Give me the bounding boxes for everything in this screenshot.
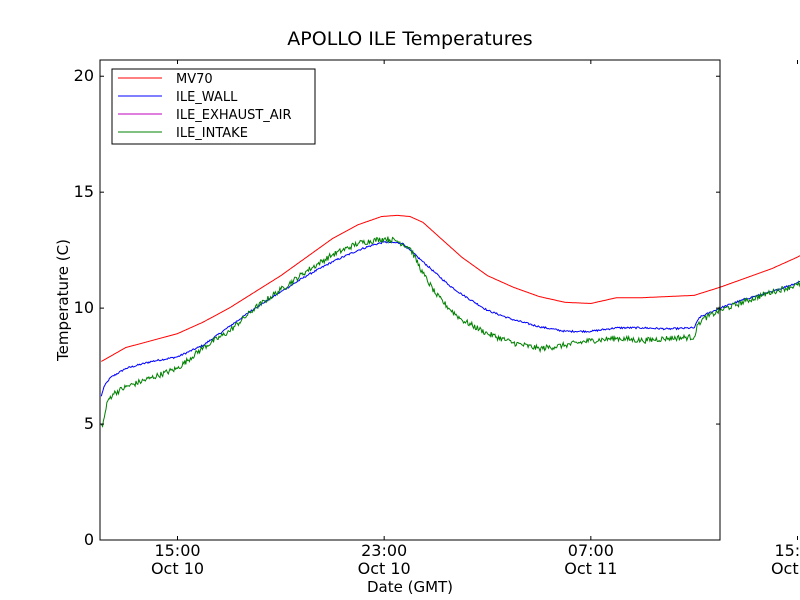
y-tick-label: 5 xyxy=(84,414,94,433)
legend-frame xyxy=(111,68,316,145)
y-axis: 0 5 10 15 20 xyxy=(74,66,720,549)
x-axis-label: Date (GMT) xyxy=(367,578,453,596)
x-tick-date-label: Oct 10 xyxy=(358,559,411,578)
y-tick-label: 10 xyxy=(74,298,94,317)
y-tick-label: 0 xyxy=(84,530,94,549)
series-line-ile-intake xyxy=(100,236,800,428)
series-line-ile-wall xyxy=(100,240,800,397)
legend-label: ILE_INTAKE xyxy=(176,126,248,141)
axes-frame xyxy=(99,59,721,541)
x-tick-date-label: Oct 11 xyxy=(771,559,800,578)
x-tick-time-label: 07:00 xyxy=(568,541,614,560)
legend: MV70 ILE_WALL ILE_EXHAUST_AIR ILE_INTAKE xyxy=(111,68,316,145)
y-tick-label: 15 xyxy=(74,182,94,201)
legend-label: ILE_EXHAUST_AIR xyxy=(176,108,292,123)
series-line-mv70 xyxy=(101,214,800,362)
x-tick-time-label: 15:00 xyxy=(774,541,800,560)
plot-area xyxy=(100,214,800,428)
chart-title: APOLLO ILE Temperatures xyxy=(287,28,532,50)
legend-label: MV70 xyxy=(176,72,213,87)
x-tick-time-label: 15:00 xyxy=(154,541,200,560)
y-axis-label: Temperature (C) xyxy=(54,239,72,362)
x-tick-date-label: Oct 11 xyxy=(564,559,617,578)
legend-label: ILE_WALL xyxy=(176,90,238,105)
x-tick-time-label: 23:00 xyxy=(361,541,407,560)
y-tick-label: 20 xyxy=(74,66,94,85)
x-tick-date-label: Oct 10 xyxy=(151,559,204,578)
